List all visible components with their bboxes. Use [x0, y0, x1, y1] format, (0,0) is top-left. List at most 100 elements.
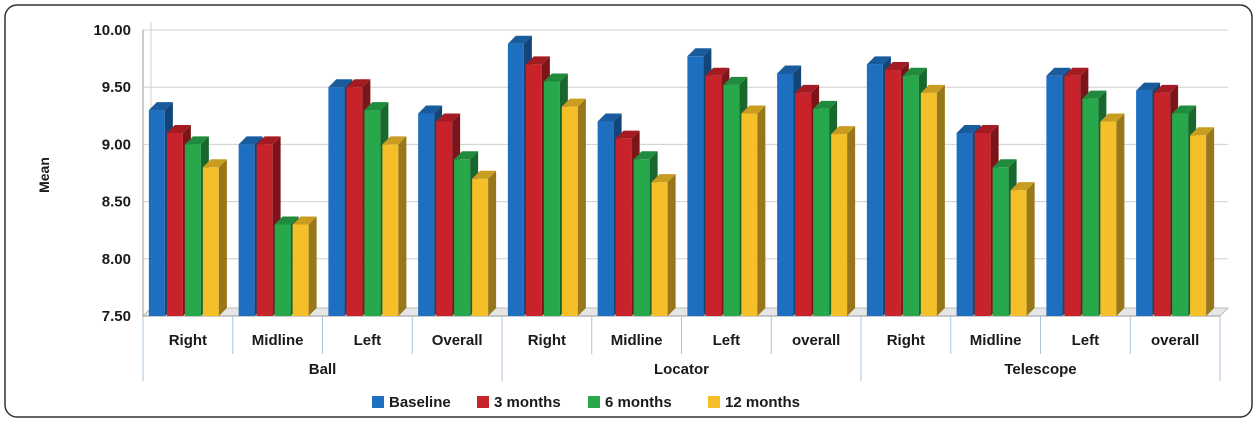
- x-tick-label: Left: [1072, 332, 1100, 349]
- y-tick-label: 8.00: [102, 251, 131, 268]
- bar-side: [936, 84, 945, 316]
- bar-top: [723, 76, 748, 85]
- bar-front: [813, 108, 830, 316]
- bar-top: [543, 73, 568, 82]
- bar-front: [274, 224, 291, 316]
- bar-top: [364, 102, 389, 111]
- bar-top: [777, 65, 802, 74]
- bar-front: [507, 43, 524, 317]
- bar-12-months: [1010, 182, 1035, 316]
- bar-front: [418, 113, 435, 317]
- x-tick-label: Right: [528, 332, 566, 349]
- x-tick-label: Midline: [970, 332, 1022, 349]
- bar-top: [1100, 113, 1125, 122]
- group-label-locator: Locator: [654, 361, 709, 378]
- bar-top: [382, 136, 407, 145]
- bar-front: [472, 178, 489, 316]
- legend-item-12-months: 12 months: [708, 394, 800, 411]
- bar-front: [992, 167, 1009, 316]
- group-label-ball: Ball: [309, 361, 337, 378]
- bar-front: [884, 70, 901, 316]
- bar-front: [974, 132, 991, 316]
- bar-layer: [148, 35, 1215, 317]
- bar-side: [847, 126, 856, 316]
- bar-front: [633, 159, 650, 316]
- bar-side: [1026, 182, 1035, 316]
- legend-label: 3 months: [494, 394, 561, 411]
- bar-top: [884, 62, 909, 71]
- bar-front: [561, 106, 578, 316]
- legend-swatch: [477, 396, 489, 408]
- legend-swatch: [372, 396, 384, 408]
- bar-top: [202, 159, 227, 168]
- bar-side: [757, 105, 766, 317]
- group-label-telescope: Telescope: [1004, 361, 1076, 378]
- x-tick-label: Left: [713, 332, 741, 349]
- bar-front: [956, 132, 973, 316]
- bar-top: [705, 67, 730, 76]
- bar-front: [902, 75, 919, 316]
- y-tick-label: 8.50: [102, 194, 131, 211]
- legend: Baseline 3 months 6 months 12 months: [372, 394, 800, 411]
- bar-front: [1136, 90, 1153, 317]
- bar-front: [1190, 135, 1207, 316]
- bar-front: [238, 144, 255, 316]
- bar-top: [292, 216, 317, 225]
- bar-12-months: [831, 126, 856, 316]
- bar-top: [148, 102, 173, 111]
- bar-top: [741, 105, 766, 114]
- bar-top: [1136, 82, 1161, 91]
- y-tick-label: 7.50: [102, 308, 131, 325]
- bar-front: [202, 167, 219, 316]
- bar-top: [454, 151, 479, 160]
- legend-swatch: [708, 396, 720, 408]
- bar-side: [667, 174, 676, 316]
- x-tick-label: overall: [792, 332, 840, 349]
- bar-front: [615, 138, 632, 316]
- bar-12-months: [561, 98, 586, 316]
- bar-front: [597, 121, 614, 317]
- bar-top: [346, 79, 371, 88]
- bar-top: [633, 151, 658, 160]
- bar-12-months: [1100, 113, 1125, 317]
- legend-swatch: [588, 396, 600, 408]
- bar-top: [1010, 182, 1035, 191]
- bar-front: [184, 144, 201, 316]
- bar-front: [866, 64, 883, 316]
- y-tick-label: 10.00: [93, 22, 131, 39]
- bar-top: [902, 67, 927, 76]
- y-tick-label: 9.00: [102, 136, 131, 153]
- bar-top: [651, 174, 676, 183]
- bar-front: [1154, 92, 1171, 316]
- bar-top: [1064, 67, 1089, 76]
- bar-top: [1046, 67, 1071, 76]
- bar-top: [436, 113, 461, 122]
- y-tick-label: 9.50: [102, 79, 131, 96]
- x-tick-label: Right: [169, 332, 207, 349]
- legend-label: 12 months: [725, 394, 800, 411]
- bar-front: [741, 113, 758, 317]
- bar-front: [831, 134, 848, 316]
- bar-front: [256, 144, 273, 316]
- bar-top: [866, 56, 891, 65]
- bar-12-months: [202, 159, 227, 316]
- bar-front: [1082, 98, 1099, 316]
- bar-front: [920, 92, 937, 316]
- bar-front: [777, 73, 794, 316]
- x-tick-label: Left: [354, 332, 382, 349]
- bar-top: [328, 79, 353, 88]
- bar-side: [488, 170, 497, 316]
- legend-item-baseline: Baseline: [372, 394, 451, 411]
- bar-side: [1206, 127, 1215, 316]
- bar-side: [577, 98, 586, 316]
- bar-top: [920, 84, 945, 93]
- bar-side: [308, 216, 317, 316]
- bar-12-months: [382, 136, 407, 316]
- legend-label: 6 months: [605, 394, 672, 411]
- bar-top: [525, 56, 550, 65]
- bar-front: [1064, 75, 1081, 316]
- bar-top: [507, 35, 532, 44]
- bar-12-months: [472, 170, 497, 316]
- bar-front: [1046, 75, 1063, 316]
